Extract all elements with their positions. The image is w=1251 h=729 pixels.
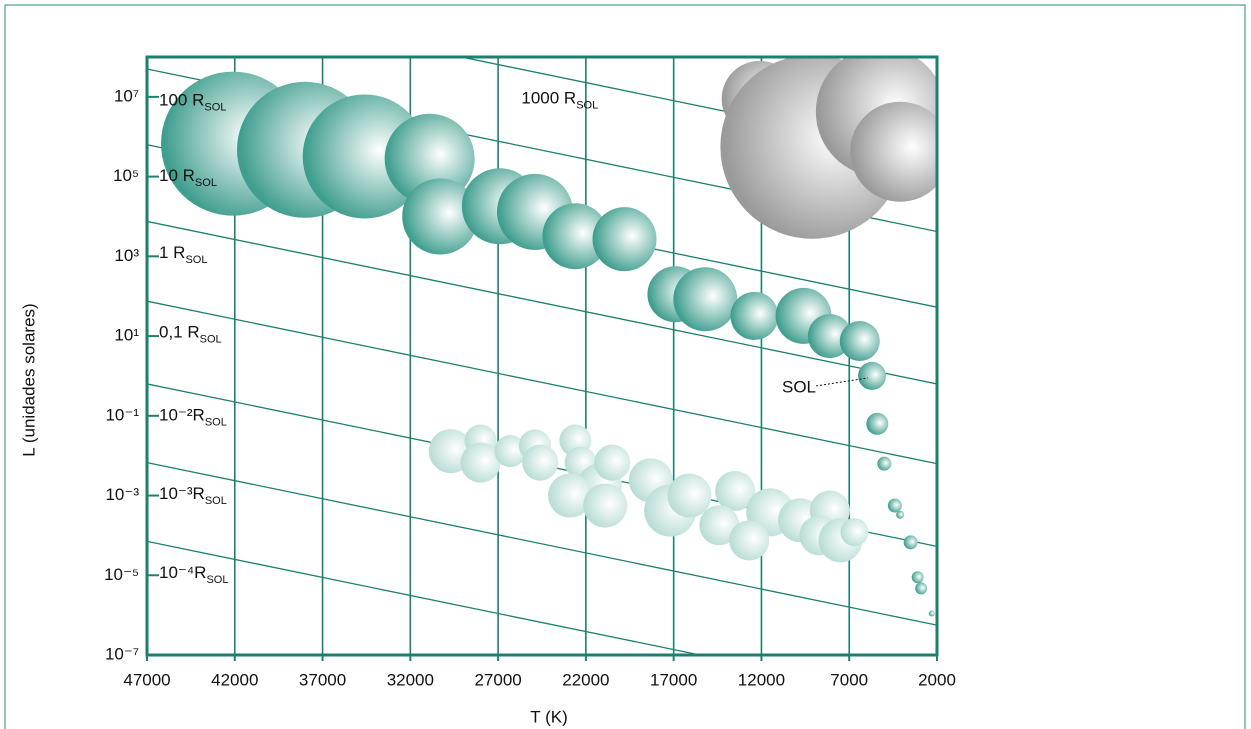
radius-line xyxy=(147,300,937,465)
radius-label-sub: SOL xyxy=(576,99,598,111)
y-tick-label: 10⁻¹ xyxy=(105,405,139,424)
radius-label-main: 10⁻²R xyxy=(159,406,205,425)
x-tick-label: 2000 xyxy=(918,670,956,689)
radius-label-main: 10⁻⁴R xyxy=(159,563,206,582)
x-tick-label: 32000 xyxy=(387,670,434,689)
star-label: SOL xyxy=(782,377,816,396)
radius-line xyxy=(147,540,704,655)
star xyxy=(729,520,770,561)
radius-line xyxy=(147,461,937,626)
star xyxy=(594,444,631,481)
star xyxy=(858,361,887,390)
star xyxy=(715,470,756,511)
x-tick-label: 22000 xyxy=(562,670,609,689)
x-tick-label: 37000 xyxy=(299,670,346,689)
star xyxy=(877,456,892,471)
y-tick-label: 10⁷ xyxy=(114,86,139,105)
radius-label-main: 100 R xyxy=(159,91,204,110)
star xyxy=(460,442,501,483)
star xyxy=(840,518,869,547)
y-tick-label: 10⁻⁵ xyxy=(104,565,139,584)
star xyxy=(583,483,628,528)
radius-label: 10⁻³RSOL xyxy=(159,485,227,507)
plot-border xyxy=(145,55,939,657)
star xyxy=(887,498,902,513)
radius-label-main: 1000 R xyxy=(521,89,576,108)
star xyxy=(866,412,889,435)
y-tick-label: 10⁻⁷ xyxy=(105,644,139,663)
star xyxy=(850,101,937,202)
star xyxy=(494,435,527,468)
y-axis-title: L (unidades solares) xyxy=(19,303,38,456)
bubble-layer xyxy=(161,57,937,617)
y-tick-label: 10⁵ xyxy=(113,166,139,185)
y-tick-label: 10¹ xyxy=(114,326,139,345)
star xyxy=(673,267,738,332)
radius-label-sub: SOL xyxy=(205,416,227,428)
label-leader xyxy=(815,377,869,387)
radius-label: 1000 RSOL xyxy=(521,89,598,111)
star xyxy=(667,473,712,518)
x-axis-title: T (K) xyxy=(530,707,567,726)
star xyxy=(522,444,559,481)
radius-label-sub: SOL xyxy=(206,574,228,586)
radius-label: 10⁻⁴RSOL xyxy=(159,563,228,585)
radius-label-sub: SOL xyxy=(185,254,207,266)
radius-label: 10 RSOL xyxy=(159,167,217,189)
radius-label-sub: SOL xyxy=(205,495,227,507)
y-tick-label: 10⁻³ xyxy=(105,485,139,504)
x-tick-label: 7000 xyxy=(830,670,868,689)
star xyxy=(548,473,593,518)
radius-label: 100 RSOL xyxy=(159,91,226,113)
radius-label-sub: SOL xyxy=(204,101,226,113)
radius-label-main: 1 R xyxy=(159,243,185,262)
star xyxy=(402,178,479,255)
star xyxy=(896,510,905,519)
radius-label-main: 10⁻³R xyxy=(159,485,205,504)
y-tick-label: 10³ xyxy=(114,246,139,265)
star xyxy=(699,505,740,546)
x-tick-label: 12000 xyxy=(738,670,785,689)
radius-label: 10⁻²RSOL xyxy=(159,406,227,428)
radius-label-main: 10 R xyxy=(159,167,195,186)
star xyxy=(839,321,880,362)
radius-label: 0,1 RSOL xyxy=(159,323,222,345)
x-tick-label: 47000 xyxy=(123,670,170,689)
x-tick-label: 42000 xyxy=(211,670,258,689)
star xyxy=(542,203,609,270)
radius-label-sub: SOL xyxy=(200,334,222,346)
radius-line xyxy=(147,220,937,385)
star xyxy=(928,610,935,617)
axes-layer: 47000 42000 37000 32000 27000 22000 17000 12000… xyxy=(104,55,956,689)
radius-label: 1 RSOL xyxy=(159,243,207,265)
x-tick-label: 17000 xyxy=(650,670,697,689)
star xyxy=(592,207,657,272)
x-tick-label: 27000 xyxy=(474,670,521,689)
frame xyxy=(4,4,1246,729)
star xyxy=(730,291,779,340)
radius-label-sub: SOL xyxy=(195,177,217,189)
star xyxy=(911,571,924,584)
star xyxy=(903,535,918,550)
star xyxy=(915,582,928,595)
radius-label-main: 0,1 R xyxy=(159,323,200,342)
